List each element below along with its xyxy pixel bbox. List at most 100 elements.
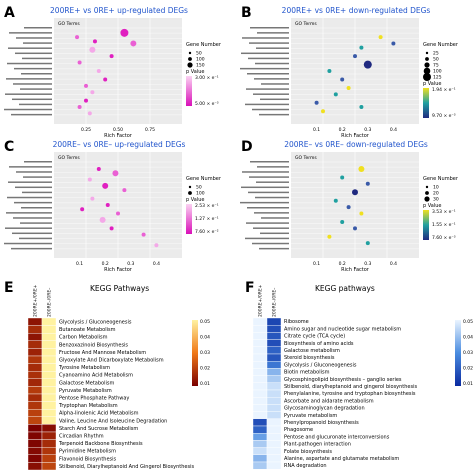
go-term-label: [9, 166, 52, 168]
size-legend-dot: [425, 191, 429, 195]
size-legend-dot: [425, 185, 429, 189]
go-terms-label: GO Terms: [58, 21, 80, 27]
heatmap-cell: [266, 411, 282, 420]
pathway-label: Pyruvate Metabolism: [59, 388, 112, 394]
go-term-label: [256, 47, 289, 49]
heatmap-cell: [252, 353, 268, 362]
go-dot: [340, 175, 345, 180]
pathway-label: Glycolysis / Gluconeogenesis: [284, 362, 357, 368]
go-terms-label: GO Terms: [58, 155, 80, 161]
heatmap-cell: [266, 332, 282, 340]
pathway-label: Starch And Sucrose Metabolism: [59, 426, 138, 432]
go-dot: [89, 46, 96, 53]
heatmap-cell: [41, 370, 57, 379]
heatmap-cell: [41, 431, 57, 440]
go-term-label: [248, 191, 289, 194]
go-term-label: [261, 83, 289, 85]
x-tick-label: 0.1: [76, 261, 83, 267]
go-terms-label: GO Terms: [295, 21, 317, 27]
size-legend-title: Gene Number: [186, 42, 222, 48]
heatmap-cell: [27, 446, 43, 455]
go-term-label: [4, 242, 52, 245]
go-term-label: [255, 62, 289, 65]
go-dot: [353, 226, 357, 231]
heatmap-cell: [252, 375, 268, 383]
go-term-label: [241, 186, 289, 189]
heatmap-cell: [41, 454, 57, 463]
heatmap-cell: [27, 355, 43, 364]
pathway-label: Phenylalanine, tyrosine and tryptophan b…: [284, 391, 416, 397]
go-term-label: [254, 78, 289, 80]
go-term-label: [249, 176, 289, 178]
heatmap-cell: [41, 363, 57, 372]
go-term-label: [260, 98, 289, 101]
go-dot: [130, 40, 137, 47]
x-tick-label: 0.25: [81, 127, 91, 133]
go-dot: [92, 39, 97, 44]
heatmap-cell: [41, 340, 57, 349]
go-term-label: [12, 232, 52, 235]
go-panel-c: C 200RE– vs 0RE– up-regulated DEGs GO Term…: [4, 139, 222, 273]
go-term-label: [23, 42, 52, 44]
go-dot: [340, 219, 345, 224]
kegg-heatmap-f: F 200RE+/0RE+ 200RE–/0RE– KEGG pathways Ribo…: [245, 280, 473, 470]
pathway-label: Glycolysis / Gluconeogenesis: [59, 319, 132, 325]
pathway-label: Tyrosine Metabolism: [58, 365, 110, 371]
pathway-label: Benzoxazinoid Biosynthesis: [59, 342, 128, 348]
color-legend-label: 5.00 × e⁻³: [195, 101, 219, 107]
heatmap-cell: [266, 360, 282, 369]
go-term-label: [6, 212, 52, 214]
heatmap-cell: [266, 317, 282, 326]
go-term-label: [255, 196, 289, 199]
size-legend-label: 50: [196, 51, 202, 57]
heatmap-cell: [266, 454, 282, 463]
color-scale-label: 0.05: [463, 319, 473, 325]
size-legend-dot: [188, 57, 192, 61]
go-term-label: [260, 232, 289, 235]
x-tick-label: 0.4: [390, 127, 397, 133]
heatmap-cell: [266, 396, 282, 405]
pathway-label: Pyrimidine Metabolism: [59, 449, 116, 455]
go-term-label: [253, 227, 289, 229]
go-dot: [363, 60, 372, 69]
go-term-label: [249, 42, 289, 44]
go-dot: [112, 170, 119, 177]
color-legend-label: 2.53 × e⁻¹: [195, 203, 219, 209]
heatmap-cell: [252, 404, 268, 412]
go-term-label: [242, 37, 289, 39]
go-term-label: [19, 103, 52, 106]
color-scale-label: 0.02: [463, 366, 473, 372]
go-dot: [103, 77, 108, 82]
go-dot: [96, 166, 101, 171]
x-tick-label: 0.2: [102, 261, 109, 267]
x-tick-label: 0.4: [153, 261, 160, 267]
size-legend-dot: [424, 62, 430, 68]
heatmap-cell: [41, 317, 57, 326]
heatmap-cell: [41, 378, 57, 387]
x-tick-label: 0.2: [339, 127, 346, 133]
go-dot: [84, 83, 88, 88]
x-tick-label: 0.75: [145, 127, 155, 133]
go-term-label: [8, 181, 52, 183]
size-legend-label: 30: [433, 197, 439, 203]
go-term-label: [5, 227, 52, 229]
go-term-label: [254, 212, 289, 214]
column-header: 200RE+/0RE+: [33, 284, 39, 317]
heatmap-cell: [266, 404, 282, 412]
heatmap-cell: [27, 340, 43, 349]
pathway-label: RNA degradation: [284, 463, 327, 469]
size-legend-label: 75: [433, 63, 439, 69]
color-legend-label: 3.53 × e⁻¹: [432, 209, 456, 215]
size-legend-dot: [425, 51, 429, 55]
go-term-label: [240, 201, 289, 204]
size-legend-label: 150: [196, 63, 205, 69]
go-term-label: [20, 222, 52, 224]
go-dot: [109, 226, 114, 231]
size-legend-dot: [187, 62, 193, 68]
size-legend-dot: [423, 73, 431, 81]
x-axis-label: Rich Factor: [104, 267, 133, 273]
go-dot: [96, 69, 101, 73]
go-term-label: [22, 57, 52, 60]
panel-letter: D: [241, 139, 253, 155]
go-dot: [77, 60, 82, 65]
